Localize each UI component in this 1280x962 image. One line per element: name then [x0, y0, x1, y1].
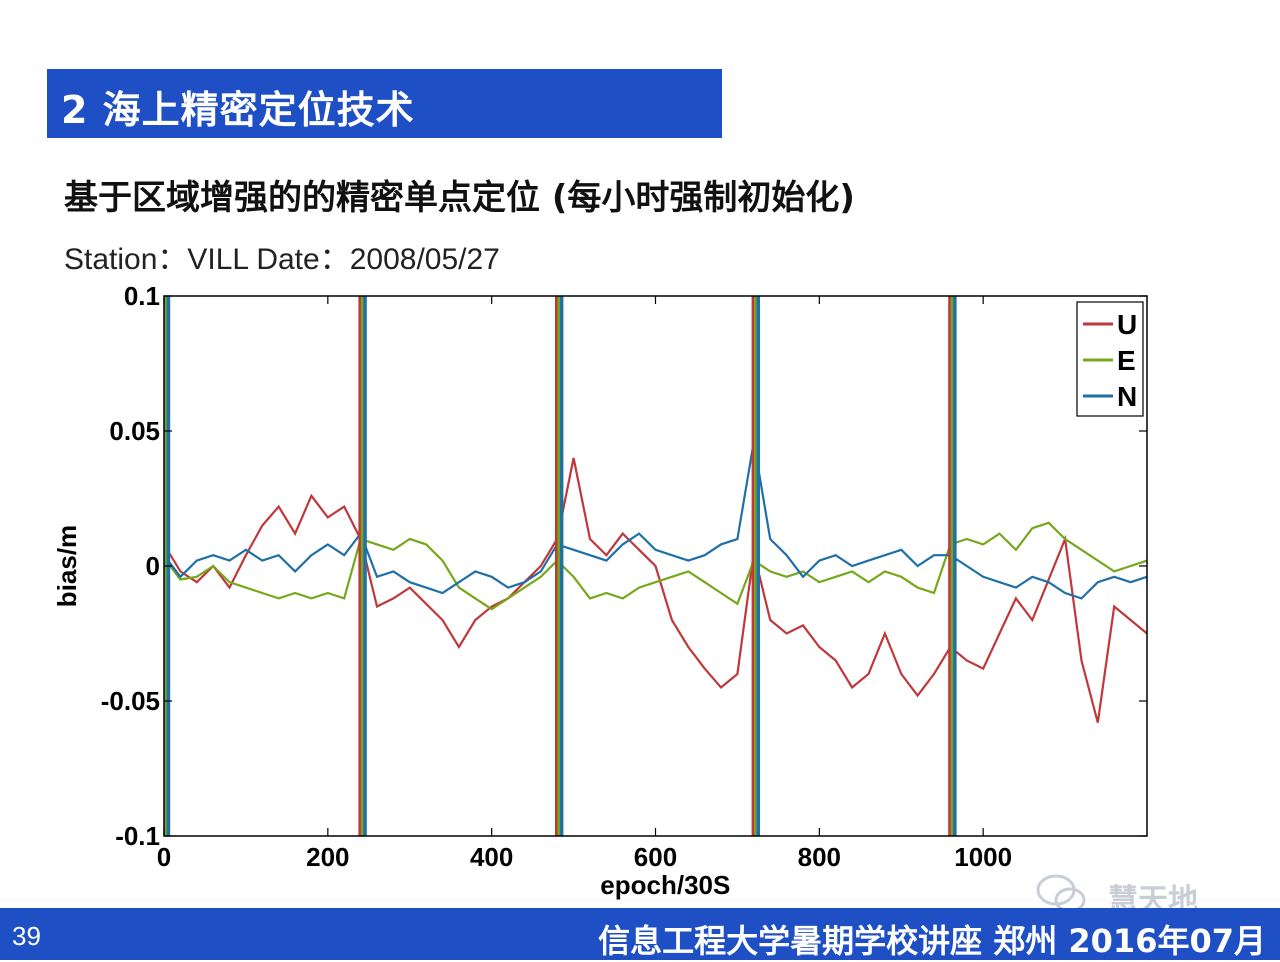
- section-title: 2 海上精密定位技术: [61, 88, 415, 132]
- legend-label-U: U: [1117, 309, 1137, 340]
- y-tick-label: 0: [146, 551, 160, 581]
- y-tick-label: -0.05: [101, 686, 160, 716]
- x-tick-label: 400: [470, 842, 513, 872]
- series-line-U: [164, 457, 1147, 723]
- bias-line-chart: 0 200 400 600 800 1000 0.1 0.05 0 -0.05 -0.1 epoch/…: [52, 281, 1148, 900]
- x-tick-label: 600: [634, 842, 677, 872]
- legend-label-N: N: [1117, 381, 1137, 412]
- slide-heading: 基于区域增强的的精密单点定位 (每小时强制初始化): [64, 178, 855, 218]
- footer-text: 信息工程大学暑期学校讲座 郑州 2016年07月: [598, 922, 1266, 960]
- page-number: 39: [12, 921, 41, 951]
- y-tick-label: 0.1: [124, 281, 160, 311]
- x-tick-label: 0: [157, 842, 171, 872]
- x-axis-label: epoch/30S: [600, 870, 730, 900]
- y-tick-label: 0.05: [109, 416, 160, 446]
- x-tick-label: 200: [306, 842, 349, 872]
- x-tick-label: 1000: [954, 842, 1012, 872]
- y-tick-label: -0.1: [115, 821, 160, 851]
- footer-bar: 39 信息工程大学暑期学校讲座 郑州 2016年07月: [0, 908, 1280, 960]
- station-date-line: Station：VILL Date：2008/05/27: [64, 243, 500, 276]
- section-banner: 2 海上精密定位技术: [47, 69, 722, 138]
- series-line-N: [164, 441, 1147, 600]
- series-line-E: [164, 521, 1147, 611]
- legend-label-E: E: [1117, 345, 1136, 376]
- y-axis-label: bias/m: [52, 525, 82, 607]
- x-tick-label: 800: [798, 842, 841, 872]
